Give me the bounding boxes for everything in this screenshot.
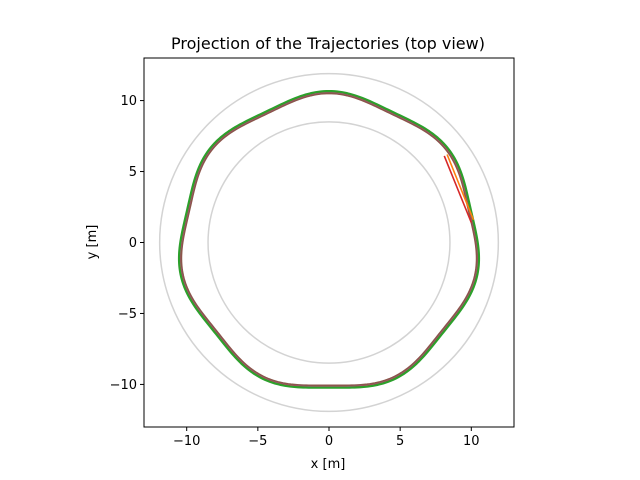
plot-area — [158, 72, 500, 413]
y-tick-label: 10 — [120, 94, 137, 109]
x-tick-label: 10 — [463, 434, 480, 449]
axes-frame — [143, 57, 515, 428]
x-tick-label: 0 — [325, 434, 333, 449]
x-tick-label: −10 — [173, 434, 200, 449]
y-axis-label: y [m] — [85, 225, 100, 260]
y-tick-label: −5 — [118, 307, 137, 322]
chart-title: Projection of the Trajectories (top view… — [171, 34, 485, 53]
trajectory-segment-0 — [446, 154, 475, 221]
boundary-circle-1 — [158, 72, 500, 413]
trajectory-segment-1 — [443, 155, 473, 223]
x-tick-label: 5 — [396, 434, 404, 449]
boundary-circle-0 — [207, 121, 451, 364]
y-axis-ticks: −10 −5 0 5 10 — [110, 94, 144, 393]
y-tick-label: 5 — [129, 165, 137, 180]
x-tick-label: −5 — [248, 434, 267, 449]
trajectory-series-4 — [180, 92, 478, 387]
x-axis-ticks: −10 −5 0 5 10 — [173, 427, 480, 449]
y-tick-label: 0 — [129, 236, 137, 251]
trajectory-series-5 — [177, 89, 481, 389]
y-tick-label: −10 — [110, 378, 137, 393]
x-axis-label: x [m] — [311, 457, 346, 472]
